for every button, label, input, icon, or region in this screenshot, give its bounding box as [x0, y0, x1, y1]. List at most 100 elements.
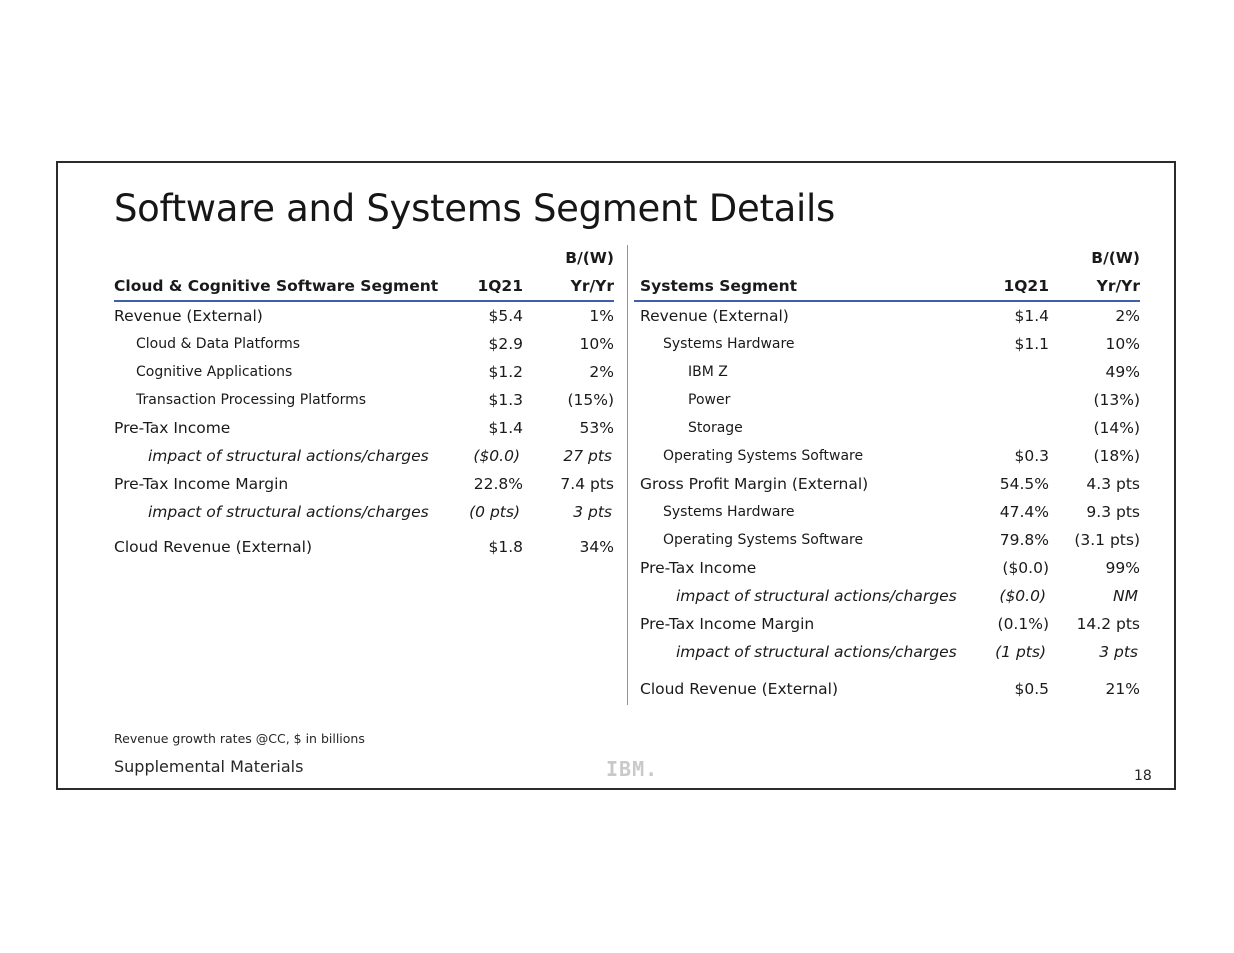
row-change: 9.3 pts: [1086, 503, 1140, 521]
footnote: Revenue growth rates @CC, $ in billions: [114, 731, 365, 746]
segment-header: Systems Segment: [640, 277, 798, 295]
table-row: impact of structural actions/charges (0 …: [114, 501, 614, 523]
row-value: (0 pts): [469, 503, 520, 521]
row-label: Cloud Revenue (External): [640, 680, 839, 698]
row-label: Systems Hardware: [663, 504, 795, 520]
table-row: Revenue (External) $5.4 1%: [114, 305, 614, 327]
row-change: 3 pts: [573, 503, 612, 521]
row-change: 27 pts: [563, 447, 612, 465]
row-value: $1.2: [488, 363, 523, 381]
row-change: 14.2 pts: [1076, 615, 1140, 633]
table-row: impact of structural actions/charges ($0…: [114, 445, 614, 467]
row-change: 21%: [1105, 680, 1140, 698]
header-rule: [114, 300, 614, 302]
table-row: Cognitive Applications $1.2 2%: [114, 361, 614, 383]
period-header: 1Q21: [477, 277, 523, 295]
row-value: (0.1%): [997, 615, 1049, 633]
row-label: Power: [688, 392, 731, 408]
yr-yr-header: Yr/Yr: [1096, 277, 1140, 295]
row-label: Operating Systems Software: [663, 448, 864, 464]
table-header: Systems Segment 1Q21 Yr/Yr: [640, 275, 1140, 297]
row-change: (15%): [567, 391, 614, 409]
row-label: Pre-Tax Income: [114, 419, 231, 437]
row-change: 10%: [579, 335, 614, 353]
row-change: (3.1 pts): [1074, 531, 1140, 549]
bw-header-top: B/(W): [1091, 249, 1140, 267]
row-change: 53%: [579, 419, 614, 437]
table-row: IBM Z 49%: [640, 361, 1140, 383]
row-value: 47.4%: [999, 503, 1049, 521]
table-row: Operating Systems Software $0.3 (18%): [640, 445, 1140, 467]
row-change: 3 pts: [1099, 643, 1138, 661]
bw-header-top: B/(W): [565, 249, 614, 267]
page-number: 18: [1134, 768, 1152, 784]
row-label: Pre-Tax Income Margin: [114, 475, 289, 493]
row-label: Cognitive Applications: [136, 364, 293, 380]
row-label: Pre-Tax Income Margin: [640, 615, 815, 633]
table-row: Pre-Tax Income $1.4 53%: [114, 417, 614, 439]
row-value: $1.4: [488, 419, 523, 437]
row-label: Gross Profit Margin (External): [640, 475, 869, 493]
row-label: impact of structural actions/charges: [676, 643, 957, 661]
table-row: Transaction Processing Platforms $1.3 (1…: [114, 389, 614, 411]
row-value: $2.9: [488, 335, 523, 353]
table-row: Revenue (External) $1.4 2%: [640, 305, 1140, 327]
row-label: Cloud Revenue (External): [114, 538, 313, 556]
table-row: Pre-Tax Income Margin (0.1%) 14.2 pts: [640, 613, 1140, 635]
row-label: Cloud & Data Platforms: [136, 336, 301, 352]
systems-segment-table: B/(W) Systems Segment 1Q21 Yr/Yr Revenue…: [634, 247, 1140, 707]
table-row: Cloud Revenue (External) $1.8 34%: [114, 536, 614, 558]
row-change: 1%: [589, 307, 614, 325]
row-value: $1.1: [1014, 335, 1049, 353]
table-row: Cloud Revenue (External) $0.5 21%: [640, 678, 1140, 700]
row-label: Operating Systems Software: [663, 532, 864, 548]
table-row: Systems Hardware 47.4% 9.3 pts: [640, 501, 1140, 523]
table-row: Storage (14%): [640, 417, 1140, 439]
row-label: Revenue (External): [114, 307, 263, 325]
row-change: 7.4 pts: [560, 475, 614, 493]
row-value: $0.5: [1014, 680, 1049, 698]
table-row: Power (13%): [640, 389, 1140, 411]
row-value: ($0.0): [473, 447, 520, 465]
table-row: Operating Systems Software 79.8% (3.1 pt…: [640, 529, 1140, 551]
row-value: 22.8%: [473, 475, 523, 493]
row-value: $0.3: [1014, 447, 1049, 465]
row-change: NM: [1113, 587, 1138, 605]
period-header: 1Q21: [1003, 277, 1049, 295]
row-change: (18%): [1093, 447, 1140, 465]
row-label: impact of structural actions/charges: [676, 587, 957, 605]
row-value: $1.8: [488, 538, 523, 556]
row-label: Pre-Tax Income: [640, 559, 757, 577]
table-row: Pre-Tax Income ($0.0) 99%: [640, 557, 1140, 579]
row-change: 99%: [1105, 559, 1140, 577]
ibm-logo: IBM.: [606, 757, 659, 781]
row-change: (13%): [1093, 391, 1140, 409]
row-label: impact of structural actions/charges: [148, 447, 429, 465]
header-rule: [634, 300, 1140, 302]
row-change: 10%: [1105, 335, 1140, 353]
table-row: Cloud & Data Platforms $2.9 10%: [114, 333, 614, 355]
supplemental-materials-label: Supplemental Materials: [114, 757, 304, 776]
table-row: Pre-Tax Income Margin 22.8% 7.4 pts: [114, 473, 614, 495]
segment-header: Cloud & Cognitive Software Segment: [114, 277, 439, 295]
row-value: $5.4: [488, 307, 523, 325]
row-value: (1 pts): [995, 643, 1046, 661]
slide: Software and Systems Segment Details B/(…: [56, 161, 1176, 790]
row-change: 4.3 pts: [1086, 475, 1140, 493]
row-change: 2%: [1115, 307, 1140, 325]
yr-yr-header: Yr/Yr: [570, 277, 614, 295]
row-label: Transaction Processing Platforms: [136, 392, 367, 408]
row-label: IBM Z: [688, 364, 728, 380]
table-row: Gross Profit Margin (External) 54.5% 4.3…: [640, 473, 1140, 495]
row-label: Revenue (External): [640, 307, 789, 325]
table-row: Systems Hardware $1.1 10%: [640, 333, 1140, 355]
row-value: $1.4: [1014, 307, 1049, 325]
column-divider: [627, 245, 628, 705]
row-value: $1.3: [488, 391, 523, 409]
row-value: ($0.0): [1002, 559, 1049, 577]
table-header-top: B/(W): [640, 247, 1140, 269]
row-value: ($0.0): [999, 587, 1046, 605]
table-row: impact of structural actions/charges (1 …: [640, 641, 1140, 663]
table-row: impact of structural actions/charges ($0…: [640, 585, 1140, 607]
page-title: Software and Systems Segment Details: [114, 187, 835, 230]
